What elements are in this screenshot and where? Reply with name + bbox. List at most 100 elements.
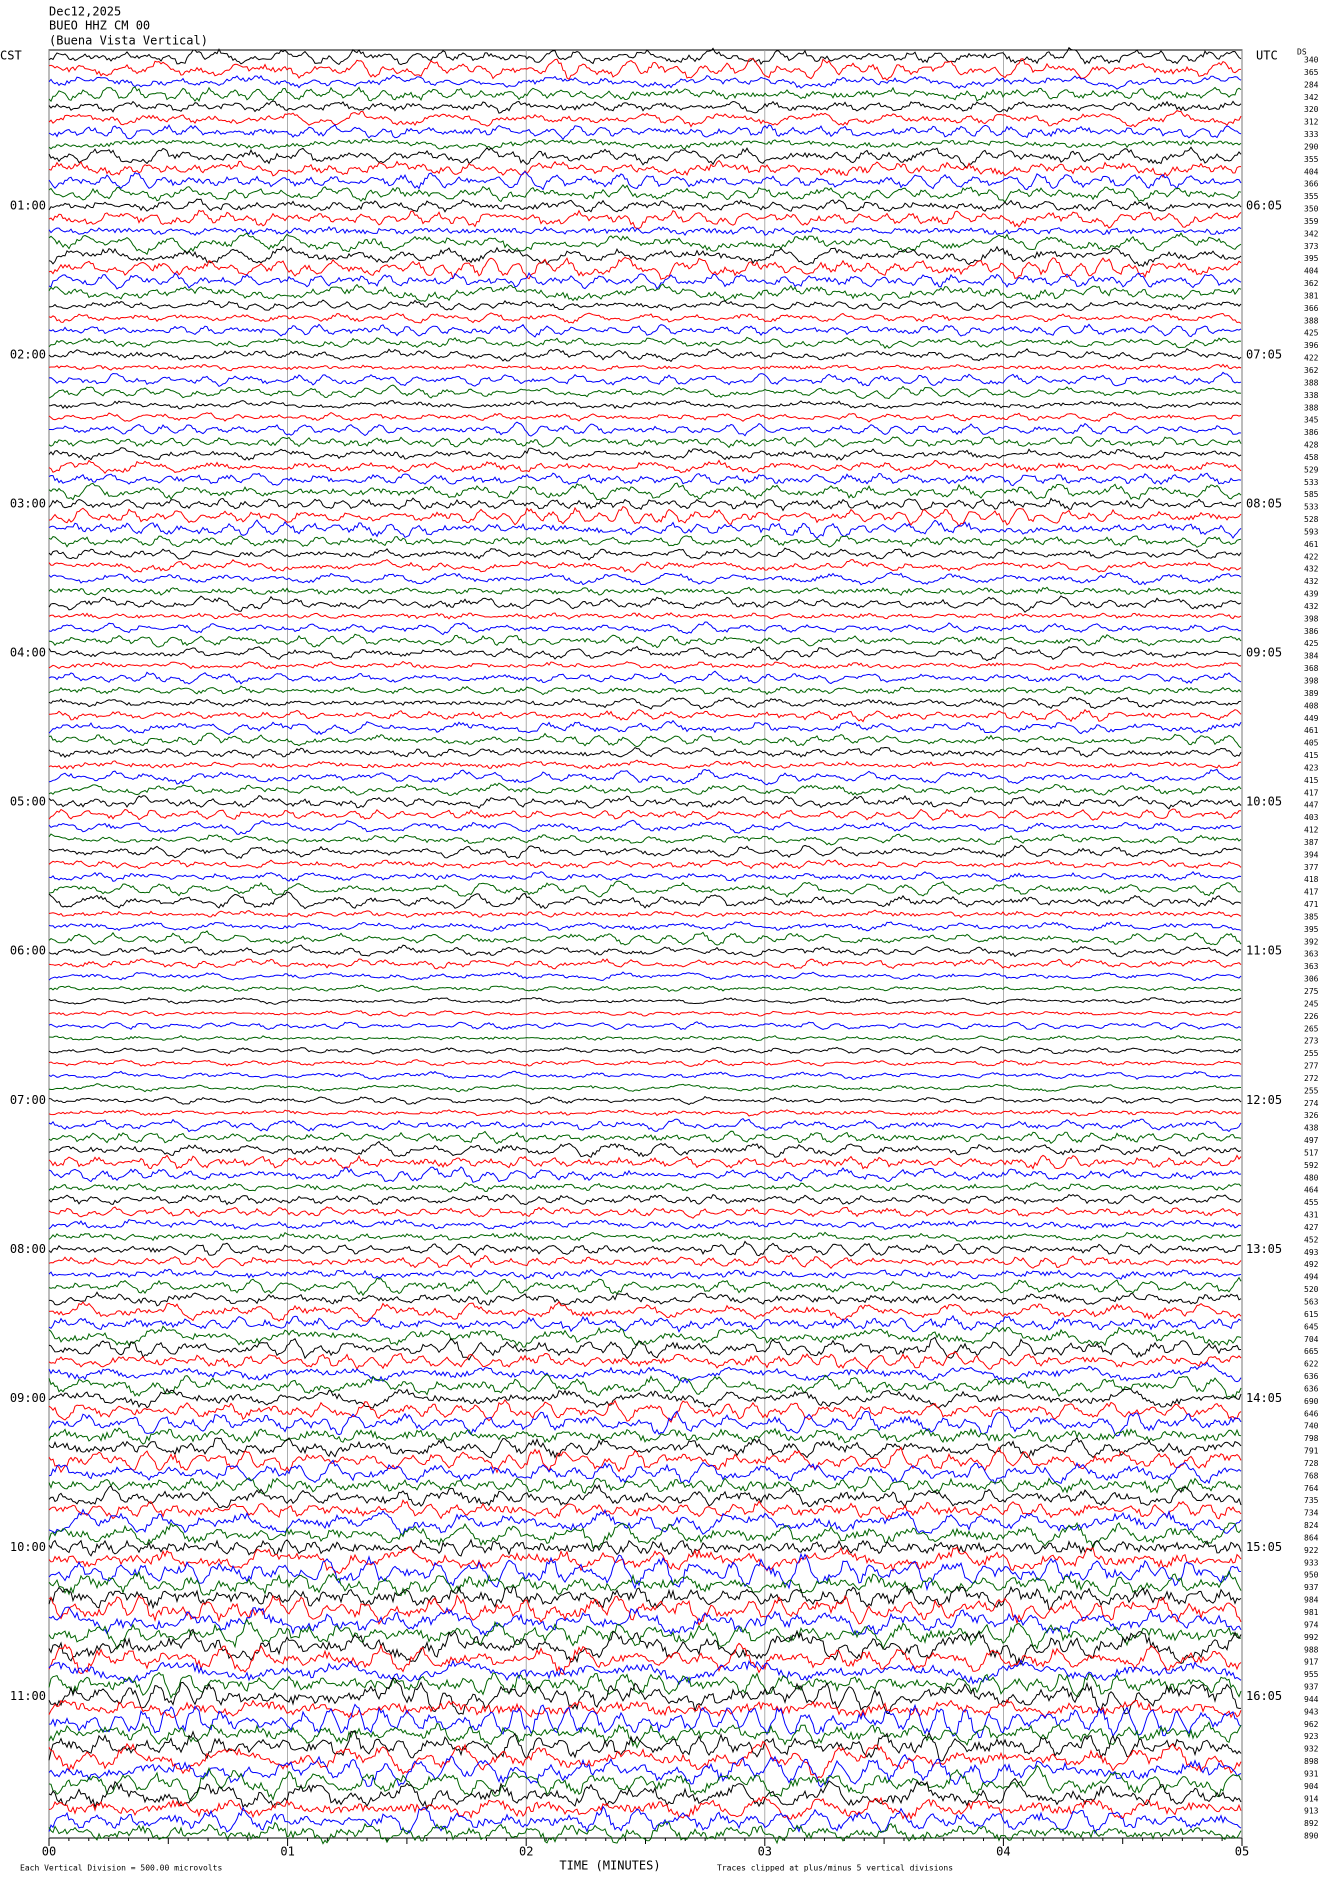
ds-value: 396 [1304, 341, 1319, 350]
ds-value: 377 [1304, 863, 1319, 872]
note-left: Each Vertical Division = 500.00 microvol… [20, 1864, 222, 1873]
trace [48, 547, 1242, 561]
trace [48, 944, 1242, 958]
ds-value: 447 [1304, 801, 1319, 810]
ds-value: 272 [1304, 1074, 1319, 1083]
trace [48, 299, 1242, 312]
ds-value: 342 [1304, 229, 1319, 238]
ds-value: 431 [1304, 1211, 1319, 1220]
ds-value: 432 [1304, 577, 1319, 586]
ds-value: 464 [1304, 1186, 1319, 1195]
ds-value: 275 [1304, 987, 1319, 996]
trace [48, 472, 1242, 487]
trace [48, 595, 1242, 613]
ds-value: 277 [1304, 1062, 1319, 1071]
ds-value: 585 [1304, 490, 1319, 499]
x-tick-label: 03 [758, 1845, 772, 1859]
ds-value: 385 [1304, 912, 1319, 921]
right-time: 07:05 [1246, 348, 1282, 362]
ds-value: 645 [1304, 1322, 1319, 1331]
ds-value: 528 [1304, 515, 1319, 524]
ds-value: 363 [1304, 962, 1319, 971]
trace [48, 768, 1242, 786]
ds-value: 461 [1304, 726, 1319, 735]
ds-value: 690 [1304, 1397, 1319, 1406]
trace [48, 245, 1242, 268]
trace [48, 984, 1242, 993]
trace [48, 46, 1242, 66]
trace [48, 505, 1242, 528]
ds-value: 593 [1304, 527, 1319, 536]
x-tick-label: 02 [519, 1845, 533, 1859]
ds-value: 388 [1304, 403, 1319, 412]
trace [48, 1740, 1242, 1780]
ds-value: 449 [1304, 714, 1319, 723]
ds-value: 988 [1304, 1645, 1319, 1654]
ds-value: 355 [1304, 192, 1319, 201]
ds-value: 992 [1304, 1633, 1319, 1642]
ds-value: 439 [1304, 590, 1319, 599]
trace [48, 1154, 1242, 1170]
trace [48, 759, 1242, 770]
trace [48, 1021, 1242, 1031]
trace [48, 312, 1242, 324]
right-time: 13:05 [1246, 1242, 1282, 1256]
ds-value: 455 [1304, 1198, 1319, 1207]
trace [48, 1730, 1242, 1762]
ds-value: 898 [1304, 1757, 1319, 1766]
ds-value: 428 [1304, 441, 1319, 450]
ds-value: 284 [1304, 80, 1319, 89]
ds-value: 226 [1304, 1012, 1319, 1021]
ds-value: 937 [1304, 1583, 1319, 1592]
trace [48, 1083, 1242, 1093]
ds-value: 864 [1304, 1533, 1319, 1542]
trace [48, 347, 1242, 363]
trace [48, 660, 1242, 671]
trace [48, 844, 1242, 859]
right-time: 10:05 [1246, 795, 1282, 809]
trace [48, 1140, 1242, 1158]
trace [48, 621, 1242, 636]
ds-value: 405 [1304, 739, 1319, 748]
left-time: 09:00 [10, 1391, 46, 1405]
trace [48, 1268, 1242, 1280]
ds-value: 914 [1304, 1794, 1319, 1803]
ds-value: 471 [1304, 900, 1319, 909]
trace [48, 1351, 1242, 1371]
ds-value: 363 [1304, 950, 1319, 959]
trace [48, 1070, 1242, 1080]
trace [48, 272, 1242, 290]
ds-value: 981 [1304, 1608, 1319, 1617]
trace [48, 1166, 1242, 1183]
ds-value: 458 [1304, 453, 1319, 462]
trace [48, 1677, 1241, 1715]
ds-value: 387 [1304, 838, 1319, 847]
right-time: 09:05 [1246, 646, 1282, 660]
trace [48, 1059, 1242, 1067]
ds-value: 665 [1304, 1347, 1319, 1356]
ds-value: 340 [1304, 56, 1319, 65]
ds-value: 338 [1304, 391, 1319, 400]
trace [48, 1628, 1242, 1667]
trace [48, 891, 1242, 910]
trace [48, 74, 1242, 90]
ds-value: 245 [1304, 999, 1319, 1008]
right-time: 12:05 [1246, 1093, 1282, 1107]
ds-value: 740 [1304, 1422, 1319, 1431]
ds-value: 533 [1304, 478, 1319, 487]
ds-value: 943 [1304, 1707, 1319, 1716]
trace [48, 146, 1242, 169]
ds-value: 362 [1304, 366, 1319, 375]
trace [48, 670, 1242, 685]
ds-value: 373 [1304, 242, 1319, 251]
ds-value: 273 [1304, 1037, 1319, 1046]
ds-value: 388 [1304, 316, 1319, 325]
x-tick-label: 00 [42, 1845, 56, 1859]
trace [48, 534, 1242, 548]
ds-value: 592 [1304, 1161, 1319, 1170]
trace [48, 930, 1242, 946]
left-zone: CST [0, 49, 22, 63]
left-time: 06:00 [10, 944, 46, 958]
ds-value: 422 [1304, 552, 1319, 561]
trace [48, 633, 1242, 649]
